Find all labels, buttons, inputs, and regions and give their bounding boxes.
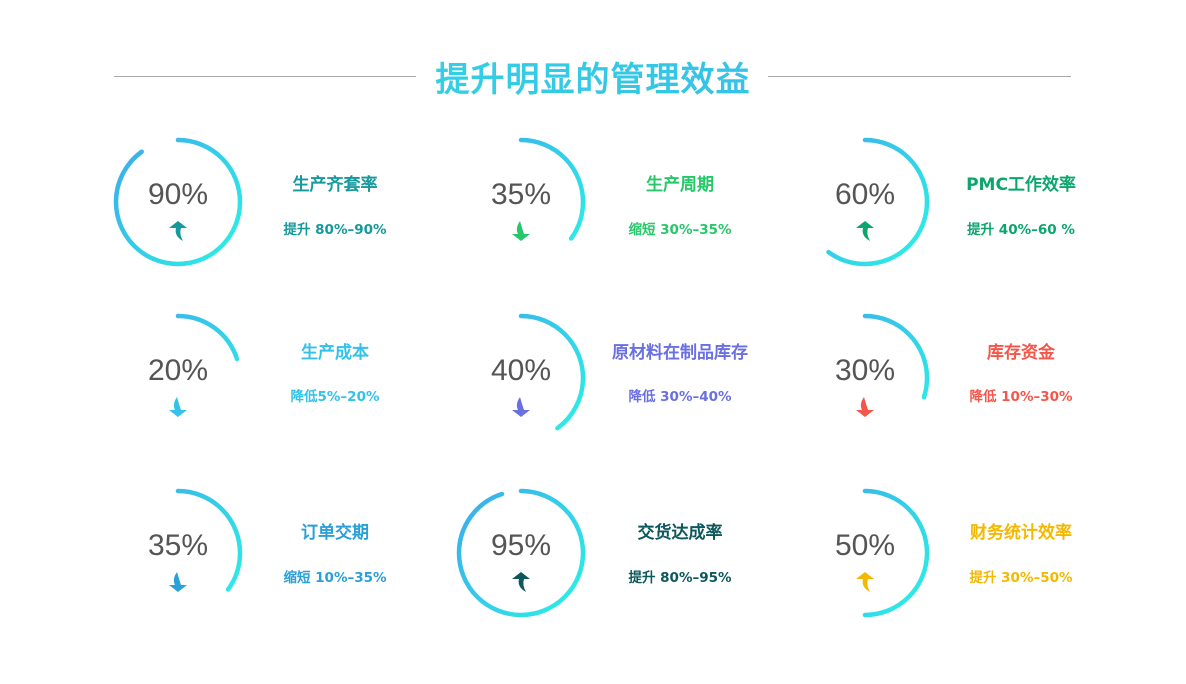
metric-change: 缩短 30%–35% — [628, 222, 732, 238]
percent-value: 95% — [490, 529, 552, 562]
metric-change: 降低5%–20% — [290, 389, 380, 405]
percent-value: 50% — [834, 529, 896, 562]
metric-card: 60% PMC工作效率 提升 40%–60 % — [795, 132, 1125, 272]
progress-arc — [456, 313, 586, 443]
progress-arc — [113, 488, 243, 618]
metric-name: PMC工作效率 — [966, 175, 1076, 195]
arrow-up-icon — [856, 221, 874, 241]
progress-arc — [800, 313, 930, 443]
metric-card: 40% 原材料在制品库存 降低 30%–40% — [451, 308, 781, 448]
metric-card: 20% 生产成本 降低5%–20% — [108, 308, 438, 448]
arrow-down-icon — [856, 397, 874, 417]
progress-ring — [456, 313, 586, 443]
metric-change: 缩短 10%–35% — [283, 570, 387, 586]
metric-card: 90% 生产齐套率 提升 80%–90% — [108, 132, 438, 272]
progress-arc — [800, 488, 930, 618]
metric-name: 生产周期 — [646, 175, 714, 195]
metric-card: 95% 交货达成率 提升 80%–95% — [451, 483, 781, 623]
metric-card: 35% 生产周期 缩短 30%–35% — [451, 132, 781, 272]
metric-change: 提升 80%–90% — [283, 222, 387, 238]
progress-ring — [456, 488, 586, 618]
progress-arc — [113, 137, 243, 267]
progress-arc — [800, 137, 930, 267]
percent-value: 40% — [490, 354, 552, 387]
arrow-down-icon — [169, 572, 187, 592]
metric-name: 原材料在制品库存 — [612, 343, 748, 363]
metric-card: 30% 库存资金 降低 10%–30% — [795, 308, 1125, 448]
metric-change: 提升 40%–60 % — [967, 222, 1075, 238]
percent-value: 35% — [147, 529, 209, 562]
metric-card: 50% 财务统计效率 提升 30%–50% — [795, 483, 1125, 623]
percent-value: 60% — [834, 178, 896, 211]
progress-ring — [800, 313, 930, 443]
arrow-down-icon — [169, 397, 187, 417]
metric-name: 库存资金 — [987, 343, 1055, 363]
metric-name: 生产成本 — [301, 343, 369, 363]
percent-value: 20% — [147, 354, 209, 387]
percent-value: 30% — [834, 354, 896, 387]
arrow-down-icon — [512, 221, 530, 241]
page-title: 提升明显的管理效益 — [0, 52, 1186, 101]
progress-ring — [113, 137, 243, 267]
arrow-down-icon — [512, 397, 530, 417]
metric-card: 35% 订单交期 缩短 10%–35% — [108, 483, 438, 623]
progress-ring — [800, 488, 930, 618]
title-divider-right — [768, 76, 1071, 77]
title-divider-left — [114, 76, 416, 77]
metric-change: 提升 30%–50% — [969, 570, 1073, 586]
metric-change: 降低 10%–30% — [969, 389, 1073, 405]
percent-value: 35% — [490, 178, 552, 211]
progress-ring — [800, 137, 930, 267]
metric-name: 生产齐套率 — [292, 175, 378, 195]
metric-name: 订单交期 — [301, 523, 369, 543]
metric-change: 提升 80%–95% — [628, 570, 732, 586]
metric-name: 财务统计效率 — [970, 523, 1072, 543]
progress-ring — [113, 313, 243, 443]
metric-change: 降低 30%–40% — [628, 389, 732, 405]
metric-name: 交货达成率 — [637, 523, 723, 543]
progress-arc — [456, 488, 586, 618]
arrow-up-icon — [856, 572, 874, 592]
arrow-up-icon — [512, 572, 530, 592]
arrow-up-icon — [169, 221, 187, 241]
progress-ring — [456, 137, 586, 267]
percent-value: 90% — [147, 178, 209, 211]
progress-ring — [113, 488, 243, 618]
progress-arc — [456, 137, 586, 267]
progress-arc — [113, 313, 243, 443]
